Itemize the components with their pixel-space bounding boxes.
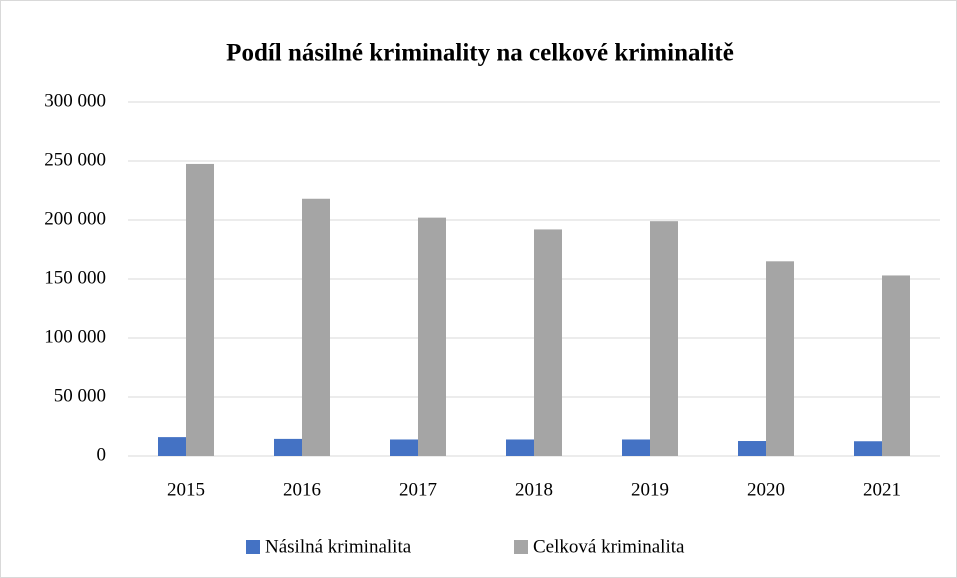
y-tick-label: 200 000	[44, 208, 106, 229]
y-tick-label: 0	[97, 444, 107, 465]
x-tick-label: 2020	[747, 479, 785, 500]
x-tick-label: 2017	[399, 479, 437, 500]
bar	[390, 439, 418, 456]
y-tick-label: 300 000	[44, 90, 106, 111]
bar	[506, 439, 534, 456]
legend-swatch	[514, 540, 528, 554]
y-tick-label: 100 000	[44, 326, 106, 347]
bar	[766, 261, 794, 456]
x-tick-label: 2021	[863, 479, 901, 500]
x-tick-label: 2015	[167, 479, 205, 500]
x-tick-label: 2018	[515, 479, 553, 500]
x-tick-label: 2019	[631, 479, 669, 500]
y-tick-label: 150 000	[44, 267, 106, 288]
legend-label: Násilná kriminalita	[265, 536, 412, 557]
legend-label: Celková kriminalita	[533, 536, 685, 557]
y-tick-label: 50 000	[54, 385, 106, 406]
bar	[418, 217, 446, 456]
bar	[158, 437, 186, 456]
bar	[534, 229, 562, 456]
bar	[622, 439, 650, 456]
bar	[186, 163, 214, 456]
y-tick-label: 250 000	[44, 149, 106, 170]
x-tick-label: 2016	[283, 479, 321, 500]
bar	[882, 275, 910, 456]
bar	[274, 438, 302, 456]
bar	[302, 198, 330, 456]
bar	[738, 441, 766, 456]
bar	[650, 221, 678, 456]
legend-swatch	[246, 540, 260, 554]
bar	[854, 441, 882, 456]
chart-title: Podíl násilné kriminality na celkové kri…	[226, 40, 734, 67]
